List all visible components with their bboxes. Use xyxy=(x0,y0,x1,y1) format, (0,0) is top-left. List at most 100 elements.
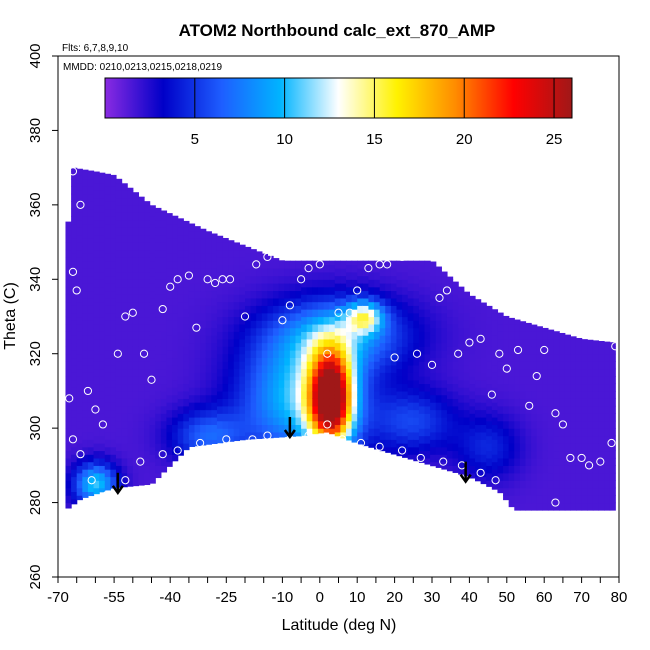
field-cell xyxy=(200,260,207,269)
field-cell xyxy=(357,349,364,359)
field-cell xyxy=(306,383,313,392)
field-cell xyxy=(446,331,454,340)
field-cell xyxy=(458,469,465,475)
field-cell xyxy=(402,260,409,265)
field-cell xyxy=(160,249,168,258)
field-cell xyxy=(172,379,179,388)
field-cell xyxy=(177,428,184,437)
field-cell xyxy=(441,372,448,381)
field-cell xyxy=(65,256,72,265)
field-cell xyxy=(250,320,257,329)
field-cell xyxy=(508,480,515,489)
field-cell xyxy=(345,420,353,429)
field-cell xyxy=(587,465,594,474)
field-cell xyxy=(172,402,179,411)
field-cell xyxy=(93,264,100,273)
field-cell xyxy=(503,450,510,459)
field-cell xyxy=(491,394,499,403)
sample-point xyxy=(442,286,452,295)
sample-point xyxy=(397,252,407,262)
field-cell xyxy=(362,402,370,411)
field-cell xyxy=(452,405,459,414)
field-cell xyxy=(575,435,583,444)
field-cell xyxy=(65,413,72,422)
field-cell xyxy=(469,295,476,303)
field-cell xyxy=(379,342,386,351)
field-cell xyxy=(82,171,89,180)
field-cell xyxy=(99,361,106,370)
field-cell xyxy=(87,446,95,455)
field-cell xyxy=(368,376,375,385)
field-cell xyxy=(424,361,431,370)
field-cell xyxy=(587,339,594,347)
field-cell xyxy=(559,502,566,511)
field-cell xyxy=(132,301,140,310)
field-cell xyxy=(155,338,162,347)
field-cell xyxy=(76,428,83,437)
field-cell xyxy=(531,435,538,444)
field-cell xyxy=(183,346,190,355)
field-cell xyxy=(486,361,493,370)
field-cell xyxy=(469,413,476,422)
field-cell xyxy=(160,413,168,422)
field-cell xyxy=(99,376,106,385)
field-cell xyxy=(127,301,134,310)
field-cell xyxy=(71,372,78,381)
field-cell xyxy=(598,420,605,429)
field-cell xyxy=(402,413,409,422)
field-cell xyxy=(110,476,117,485)
x-tick-label: -55 xyxy=(103,589,125,606)
field-cell xyxy=(239,353,246,362)
field-cell xyxy=(402,398,409,407)
field-cell xyxy=(138,450,145,459)
field-cell xyxy=(604,487,611,496)
field-cell xyxy=(497,435,504,444)
field-cell xyxy=(87,394,95,403)
field-cell xyxy=(121,271,128,280)
field-cell xyxy=(503,376,510,385)
field-cell xyxy=(160,390,168,399)
field-cell xyxy=(519,398,527,407)
field-cell xyxy=(166,260,173,269)
field-cell xyxy=(357,327,364,336)
field-cell xyxy=(205,283,212,292)
field-cell xyxy=(149,461,156,470)
field-cell xyxy=(205,357,212,366)
field-cell xyxy=(93,353,100,362)
field-cell xyxy=(508,323,515,332)
field-cell xyxy=(525,457,532,466)
field-cell xyxy=(166,357,173,366)
field-cell xyxy=(245,320,252,329)
field-cell xyxy=(564,495,571,504)
field-cell xyxy=(93,472,100,481)
field-cell xyxy=(592,346,600,355)
field-cell xyxy=(407,431,414,440)
field-cell xyxy=(132,435,140,444)
field-cell xyxy=(87,491,95,497)
field-cell xyxy=(93,398,100,407)
field-cell xyxy=(402,376,409,385)
field-cell xyxy=(497,338,504,347)
field-cell xyxy=(519,435,527,444)
field-cell xyxy=(250,379,257,388)
field-cell xyxy=(211,409,218,418)
field-cell xyxy=(149,349,156,359)
field-cell xyxy=(76,279,83,288)
field-cell xyxy=(104,275,111,284)
field-cell xyxy=(587,502,594,511)
field-cell xyxy=(273,275,280,284)
field-cell xyxy=(99,219,106,228)
field-cell xyxy=(312,405,319,414)
field-cell xyxy=(463,416,470,426)
field-cell xyxy=(418,331,426,340)
field-cell xyxy=(93,256,100,265)
field-cell xyxy=(390,379,398,388)
field-cell xyxy=(211,305,218,314)
field-cell xyxy=(211,312,218,321)
field-cell xyxy=(531,495,538,504)
field-cell xyxy=(144,212,151,221)
field-cell xyxy=(441,439,448,448)
field-cell xyxy=(99,182,106,191)
field-cell xyxy=(239,249,246,258)
field-cell xyxy=(402,368,409,377)
